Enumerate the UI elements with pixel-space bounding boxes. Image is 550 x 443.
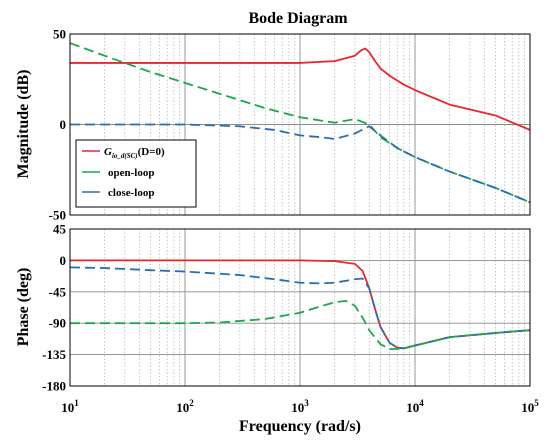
magnitude-series — [69, 42, 531, 204]
magnitude-plot-frame — [69, 33, 531, 216]
magnitude-series-1-line — [69, 42, 531, 204]
legend-label-2: close-loop — [108, 187, 154, 199]
phase-ytick-label: 0 — [60, 253, 67, 268]
phase-y-ticks: 45 0 -45 -90 -135 -180 — [42, 222, 66, 394]
x-tick-label-1: 102 — [176, 398, 194, 415]
x-tick-label-3: 104 — [406, 398, 424, 415]
magnitude-ytick-label: 50 — [53, 27, 66, 42]
phase-minor-grid — [104, 229, 526, 386]
legend-label-1: open-loop — [108, 167, 154, 179]
magnitude-axis-label: Magnitude (dB) — [15, 70, 32, 179]
legend-label-0: Gio_d(SC)(D=0) — [104, 146, 165, 160]
phase-series-1-line — [69, 266, 531, 350]
phase-ytick-label: -180 — [42, 379, 66, 394]
phase-series-2-line — [70, 299, 531, 350]
x-tick-labels: 101 102 103 104 105 — [61, 398, 539, 415]
legend-label-0-rest: (D=0) — [138, 146, 165, 158]
legend-label-0-main: G — [104, 146, 112, 158]
chart-title: Bode Diagram — [248, 10, 348, 27]
phase-plot: 45 0 -45 -90 -135 -180 Phase (deg) — [15, 222, 531, 394]
legend-label-0-sub: io_d(SC) — [112, 152, 138, 160]
magnitude-ytick-label: 0 — [60, 117, 67, 132]
x-tick-label-0: 101 — [61, 398, 79, 415]
magnitude-series-2-line — [70, 123, 531, 204]
magnitude-ytick-label: -50 — [49, 208, 66, 223]
magnitude-y-ticks: 50 0 -50 — [49, 27, 66, 223]
phase-ytick-label: -135 — [42, 347, 66, 362]
x-tick-label-2: 103 — [291, 398, 309, 415]
magnitude-series-0-line — [70, 47, 531, 131]
magnitude-plot: 50 0 -50 Magnitude (dB) Gio_d(SC)(D=0) ope… — [15, 27, 531, 223]
legend: Gio_d(SC)(D=0) open-loop close-loop — [75, 139, 197, 208]
phase-series — [69, 259, 531, 350]
phase-plot-frame — [69, 228, 531, 387]
x-axis-label: Frequency (rad/s) — [239, 418, 361, 435]
x-tick-label-4: 105 — [521, 398, 539, 415]
phase-ytick-label: 45 — [53, 222, 67, 237]
phase-axis-label: Phase (deg) — [15, 268, 32, 347]
magnitude-minor-grid — [104, 34, 526, 215]
phase-ytick-label: -45 — [49, 284, 67, 299]
phase-ytick-label: -90 — [49, 316, 66, 331]
